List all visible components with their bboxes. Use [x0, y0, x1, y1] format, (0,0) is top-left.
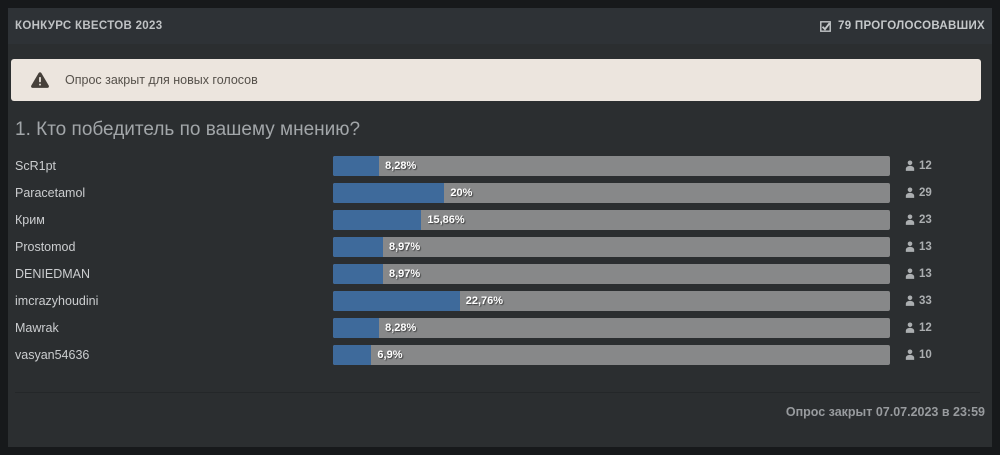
voters-count[interactable]: 79 ПРОГОЛОСОВАВШИХ — [819, 20, 985, 33]
option-label: imcrazyhoudini — [15, 293, 99, 308]
person-icon — [905, 214, 915, 225]
option-votes-count: 13 — [919, 240, 932, 253]
person-icon — [905, 160, 915, 171]
option-bar-fill — [333, 182, 445, 203]
footer-divider — [15, 392, 980, 393]
warning-triangle-icon — [31, 72, 49, 88]
person-icon — [905, 349, 915, 360]
option-label: Mawrak — [15, 320, 59, 335]
option-percent-label: 22,76% — [465, 294, 504, 307]
person-icon — [905, 322, 915, 333]
option-percent-label: 8,97% — [388, 240, 421, 253]
option-votes-count: 33 — [919, 294, 932, 307]
option-label: Крим — [15, 212, 45, 227]
poll-option-row: vasyan54636 6,9% 10 — [15, 341, 992, 368]
option-label: ScR1pt — [15, 158, 56, 173]
option-percent-label: 20% — [450, 186, 473, 199]
option-result-bar: 22,76% — [333, 290, 890, 311]
poll-panel: КОНКУРС КВЕСТОВ 2023 79 ПРОГОЛОСОВАВШИХ … — [8, 8, 992, 447]
option-result-bar: 8,28% — [333, 317, 890, 338]
poll-title: КОНКУРС КВЕСТОВ 2023 — [15, 20, 163, 32]
option-percent-label: 15,86% — [427, 213, 465, 226]
poll-question: 1. Кто победитель по вашему мнению? — [15, 119, 361, 140]
option-votes: 13 — [905, 268, 932, 280]
option-bar-fill — [333, 317, 380, 338]
option-result-bar: 8,97% — [333, 236, 890, 257]
option-votes-count: 12 — [919, 321, 932, 334]
option-result-bar: 20% — [333, 182, 890, 203]
option-result-bar: 15,86% — [333, 209, 890, 230]
option-votes: 29 — [905, 187, 932, 199]
option-bar-fill — [333, 290, 460, 311]
option-label: Prostomod — [15, 239, 76, 254]
poll-option-row: Mawrak 8,28% 12 — [15, 314, 992, 341]
option-bar-fill — [333, 263, 383, 284]
option-result-bar: 8,97% — [333, 263, 890, 284]
poll-option-row: Paracetamol 20% 29 — [15, 179, 992, 206]
poll-option-row: Крим 15,86% 23 — [15, 206, 992, 233]
poll-closed-message: Опрос закрыт для новых голосов — [65, 73, 258, 87]
option-votes: 13 — [905, 241, 932, 253]
option-votes: 12 — [905, 160, 932, 172]
option-votes: 10 — [905, 349, 932, 361]
poll-option-row: ScR1pt 8,28% 12 — [15, 152, 992, 179]
option-bar-fill — [333, 155, 380, 176]
person-icon — [905, 241, 915, 252]
option-votes-count: 13 — [919, 267, 932, 280]
option-votes: 33 — [905, 295, 932, 307]
option-votes-count: 29 — [919, 186, 932, 199]
option-bar-fill — [333, 344, 372, 365]
option-percent-label: 8,97% — [388, 267, 421, 280]
option-votes: 23 — [905, 214, 932, 226]
option-result-bar: 6,9% — [333, 344, 890, 365]
option-result-bar: 8,28% — [333, 155, 890, 176]
option-bar-fill — [333, 209, 422, 230]
person-icon — [905, 268, 915, 279]
option-votes-count: 23 — [919, 213, 932, 226]
option-label: vasyan54636 — [15, 347, 90, 362]
poll-closed-banner: Опрос закрыт для новых голосов — [11, 59, 981, 101]
option-label: DENIEDMAN — [15, 266, 91, 281]
option-votes: 12 — [905, 322, 932, 334]
option-percent-label: 8,28% — [385, 321, 417, 334]
voters-count-label: 79 ПРОГОЛОСОВАВШИХ — [838, 20, 985, 32]
option-percent-label: 6,9% — [377, 348, 403, 361]
poll-option-row: Prostomod 8,97% 13 — [15, 233, 992, 260]
ballot-check-icon — [819, 20, 832, 33]
poll-options: ScR1pt 8,28% 12 Paracetamol 20% — [8, 152, 992, 368]
option-votes-count: 10 — [919, 348, 932, 361]
option-votes-count: 12 — [919, 159, 932, 172]
person-icon — [905, 187, 915, 198]
poll-header: КОНКУРС КВЕСТОВ 2023 79 ПРОГОЛОСОВАВШИХ — [8, 8, 992, 44]
option-percent-label: 8,28% — [385, 159, 417, 172]
person-icon — [905, 295, 915, 306]
poll-option-row: DENIEDMAN 8,97% 13 — [15, 260, 992, 287]
option-label: Paracetamol — [15, 185, 86, 200]
option-bar-fill — [333, 236, 383, 257]
poll-closed-date: Опрос закрыт 07.07.2023 в 23:59 — [785, 405, 985, 419]
poll-option-row: imcrazyhoudini 22,76% 33 — [15, 287, 992, 314]
